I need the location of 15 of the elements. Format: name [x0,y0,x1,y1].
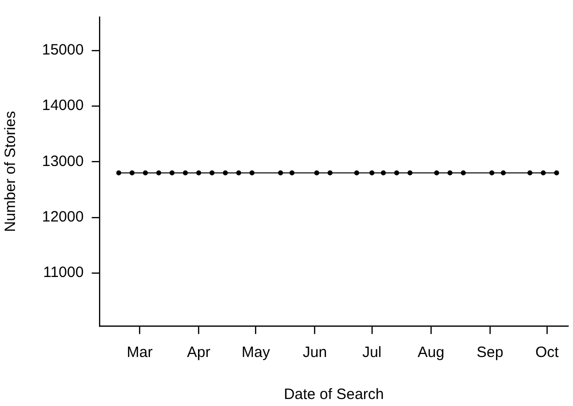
x-axis-title: Date of Search [284,386,384,404]
y-tick-label: 15000 [42,42,84,59]
x-tick-label: Sep [476,344,504,362]
y-tick-label: 11000 [43,264,84,282]
x-tick-label: Aug [418,344,444,362]
x-tick-label: Jul [362,344,382,362]
x-tick-label: Apr [187,344,210,362]
x-tick-label: Mar [126,344,153,362]
x-tick-label: Oct [535,344,560,362]
y-tick-label: 13000 [42,152,84,170]
x-tick-label: May [242,344,270,362]
x-tick-label: Jun [302,344,327,362]
y-tick-label: 14000 [42,97,84,114]
y-tick-label: 12000 [42,208,84,226]
y-axis-title: Number of Stories [2,111,20,232]
